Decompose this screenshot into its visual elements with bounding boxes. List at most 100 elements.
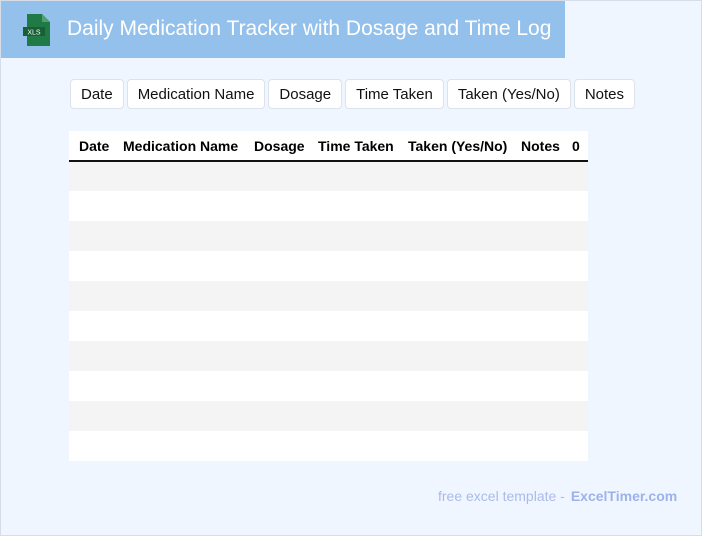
footer-text: free excel template - — [438, 488, 565, 504]
table-cell — [399, 311, 512, 341]
footer-link[interactable]: ExcelTimer.com — [570, 488, 678, 504]
table-cell — [69, 431, 114, 461]
table-cell — [512, 281, 566, 311]
table-cell — [566, 371, 588, 401]
table-cell — [399, 161, 512, 191]
table-cell — [566, 191, 588, 221]
table-cell — [399, 401, 512, 431]
table-row — [69, 311, 588, 341]
table-cell — [399, 341, 512, 371]
table-row — [69, 221, 588, 251]
table-cell — [566, 401, 588, 431]
table-cell — [399, 221, 512, 251]
table-cell — [69, 221, 114, 251]
table-cell — [69, 281, 114, 311]
table-cell — [69, 311, 114, 341]
notes-button[interactable]: Notes — [573, 79, 635, 109]
table-cell — [512, 311, 566, 341]
col-time-taken: Time Taken — [309, 131, 399, 162]
table-header-row: Date Medication Name Dosage Time Taken T… — [69, 131, 588, 162]
table-cell — [566, 161, 588, 191]
table-cell — [114, 401, 245, 431]
excel-file-icon: XLS — [23, 14, 50, 46]
time-taken-button[interactable]: Time Taken — [345, 79, 444, 109]
table-cell — [114, 161, 245, 191]
table-cell — [309, 191, 399, 221]
table-cell — [114, 311, 245, 341]
title-bar: XLS Daily Medication Tracker with Dosage… — [1, 1, 565, 58]
col-taken: Taken (Yes/No) — [399, 131, 512, 162]
table-cell — [309, 371, 399, 401]
col-notes: Notes — [512, 131, 566, 162]
table-cell — [245, 401, 309, 431]
table-cell — [309, 281, 399, 311]
table-cell — [69, 371, 114, 401]
table-cell — [114, 191, 245, 221]
col-index: 0 — [566, 131, 588, 162]
table-cell — [114, 431, 245, 461]
medication-table: Date Medication Name Dosage Time Taken T… — [69, 131, 588, 461]
table-cell — [69, 341, 114, 371]
table-cell — [399, 431, 512, 461]
table-cell — [399, 191, 512, 221]
table-cell — [566, 221, 588, 251]
table-cell — [114, 341, 245, 371]
table-row — [69, 401, 588, 431]
table-cell — [512, 221, 566, 251]
table-row — [69, 251, 588, 281]
table-row — [69, 431, 588, 461]
column-buttons: Date Medication Name Dosage Time Taken T… — [70, 79, 635, 109]
table-cell — [69, 161, 114, 191]
table-row — [69, 191, 588, 221]
table-cell — [512, 341, 566, 371]
footer: free excel template - ExcelTimer.com — [438, 488, 677, 504]
table-cell — [566, 281, 588, 311]
col-medication-name: Medication Name — [114, 131, 245, 162]
col-date: Date — [69, 131, 114, 162]
table-cell — [114, 281, 245, 311]
table-cell — [245, 341, 309, 371]
table-cell — [245, 251, 309, 281]
table-cell — [512, 431, 566, 461]
table-cell — [399, 251, 512, 281]
table-cell — [245, 311, 309, 341]
table-row — [69, 161, 588, 191]
table-cell — [566, 251, 588, 281]
svg-text:XLS: XLS — [27, 30, 41, 37]
table-cell — [566, 341, 588, 371]
table-cell — [566, 311, 588, 341]
table-cell — [245, 371, 309, 401]
date-button[interactable]: Date — [70, 79, 124, 109]
table-cell — [309, 431, 399, 461]
table-cell — [245, 191, 309, 221]
table-cell — [309, 311, 399, 341]
table-cell — [399, 281, 512, 311]
table-cell — [512, 371, 566, 401]
table-row — [69, 371, 588, 401]
page-title: Daily Medication Tracker with Dosage and… — [67, 17, 552, 40]
table-cell — [309, 401, 399, 431]
table-cell — [399, 371, 512, 401]
col-dosage: Dosage — [245, 131, 309, 162]
table-cell — [512, 251, 566, 281]
table-cell — [512, 161, 566, 191]
dosage-button[interactable]: Dosage — [268, 79, 343, 109]
table-cell — [114, 221, 245, 251]
table-cell — [114, 251, 245, 281]
table-cell — [69, 191, 114, 221]
table-cell — [512, 401, 566, 431]
table-cell — [69, 251, 114, 281]
table-cell — [245, 431, 309, 461]
table-row — [69, 281, 588, 311]
table-cell — [245, 281, 309, 311]
table-cell — [245, 161, 309, 191]
table-cell — [114, 371, 245, 401]
table-cell — [512, 191, 566, 221]
medication-name-button[interactable]: Medication Name — [126, 79, 266, 109]
table-row — [69, 341, 588, 371]
table-cell — [69, 401, 114, 431]
table-cell — [309, 221, 399, 251]
table-cell — [566, 431, 588, 461]
table-cell — [245, 221, 309, 251]
taken-button[interactable]: Taken (Yes/No) — [446, 79, 571, 109]
